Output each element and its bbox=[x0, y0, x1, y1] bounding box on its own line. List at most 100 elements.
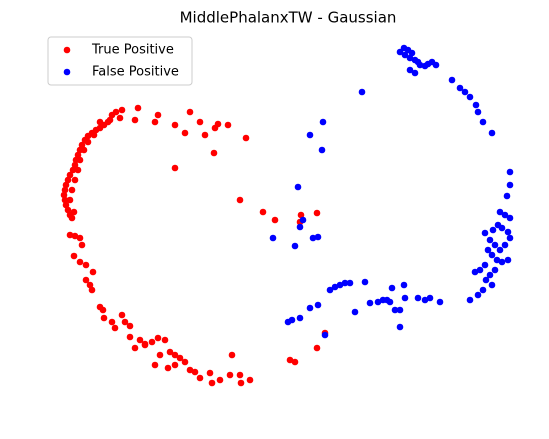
point bbox=[493, 256, 501, 264]
point bbox=[269, 234, 277, 242]
point bbox=[414, 294, 422, 302]
point bbox=[326, 286, 334, 294]
point bbox=[461, 88, 469, 96]
point bbox=[151, 118, 159, 126]
point bbox=[216, 376, 224, 384]
point bbox=[296, 314, 304, 322]
point bbox=[164, 364, 172, 372]
point bbox=[154, 334, 162, 342]
point bbox=[136, 336, 144, 344]
point bbox=[506, 214, 514, 222]
legend-marker bbox=[63, 68, 71, 76]
point bbox=[99, 306, 107, 314]
point bbox=[489, 226, 497, 234]
point bbox=[486, 271, 494, 279]
point bbox=[406, 54, 414, 62]
point bbox=[69, 166, 77, 174]
point bbox=[456, 84, 464, 92]
point bbox=[411, 69, 419, 77]
point bbox=[374, 298, 382, 306]
point bbox=[488, 129, 496, 137]
legend-marker bbox=[63, 46, 71, 54]
point bbox=[61, 186, 69, 194]
point bbox=[64, 176, 72, 184]
point bbox=[391, 306, 399, 314]
point bbox=[196, 374, 204, 382]
point bbox=[313, 344, 321, 352]
point bbox=[416, 61, 424, 69]
point bbox=[116, 114, 124, 122]
point bbox=[208, 379, 216, 387]
point bbox=[396, 306, 404, 314]
point bbox=[426, 294, 434, 302]
point bbox=[68, 186, 76, 194]
point bbox=[321, 331, 329, 339]
point bbox=[82, 276, 90, 284]
point bbox=[246, 376, 254, 384]
point bbox=[68, 214, 76, 222]
point bbox=[181, 129, 189, 137]
point bbox=[226, 371, 234, 379]
point bbox=[336, 281, 344, 289]
point bbox=[186, 108, 194, 116]
chart-title: MiddlePhalanxTW - Gaussian bbox=[180, 9, 397, 27]
point bbox=[488, 251, 496, 259]
point bbox=[466, 93, 474, 101]
point bbox=[90, 131, 98, 139]
point bbox=[294, 183, 302, 191]
point bbox=[297, 211, 305, 219]
point bbox=[506, 181, 514, 189]
point bbox=[76, 258, 84, 266]
point bbox=[242, 134, 250, 142]
point bbox=[296, 223, 304, 231]
point bbox=[346, 279, 354, 287]
point bbox=[141, 340, 149, 348]
point bbox=[131, 344, 139, 352]
point bbox=[60, 191, 68, 199]
point bbox=[309, 234, 317, 242]
point bbox=[476, 266, 484, 274]
point bbox=[503, 192, 511, 200]
point bbox=[186, 366, 194, 374]
point bbox=[161, 336, 169, 344]
point bbox=[466, 296, 474, 304]
point bbox=[156, 351, 164, 359]
point bbox=[501, 211, 509, 219]
point bbox=[479, 118, 487, 126]
point bbox=[71, 176, 79, 184]
point bbox=[118, 106, 126, 114]
point bbox=[436, 298, 444, 306]
point bbox=[314, 233, 322, 241]
point bbox=[401, 51, 409, 59]
point bbox=[351, 308, 359, 316]
point bbox=[472, 101, 480, 109]
point bbox=[62, 181, 70, 189]
point bbox=[504, 228, 512, 236]
point bbox=[96, 118, 104, 126]
point bbox=[236, 196, 244, 204]
point bbox=[313, 209, 321, 217]
point bbox=[62, 201, 70, 209]
point bbox=[126, 333, 134, 341]
point bbox=[401, 294, 409, 302]
point bbox=[111, 324, 119, 332]
point bbox=[448, 76, 456, 84]
point bbox=[237, 379, 245, 387]
point bbox=[406, 66, 414, 74]
point bbox=[358, 88, 366, 96]
legend-label: False Positive bbox=[92, 65, 179, 80]
point bbox=[331, 283, 339, 291]
legend-label: True Positive bbox=[91, 43, 174, 58]
point bbox=[479, 286, 487, 294]
point bbox=[306, 131, 314, 139]
point bbox=[66, 171, 74, 179]
point bbox=[171, 361, 179, 369]
point bbox=[151, 361, 159, 369]
point bbox=[491, 266, 499, 274]
point bbox=[171, 121, 179, 129]
point bbox=[70, 208, 78, 216]
point bbox=[88, 286, 96, 294]
point bbox=[181, 358, 189, 366]
point bbox=[61, 196, 69, 204]
point bbox=[396, 323, 404, 331]
